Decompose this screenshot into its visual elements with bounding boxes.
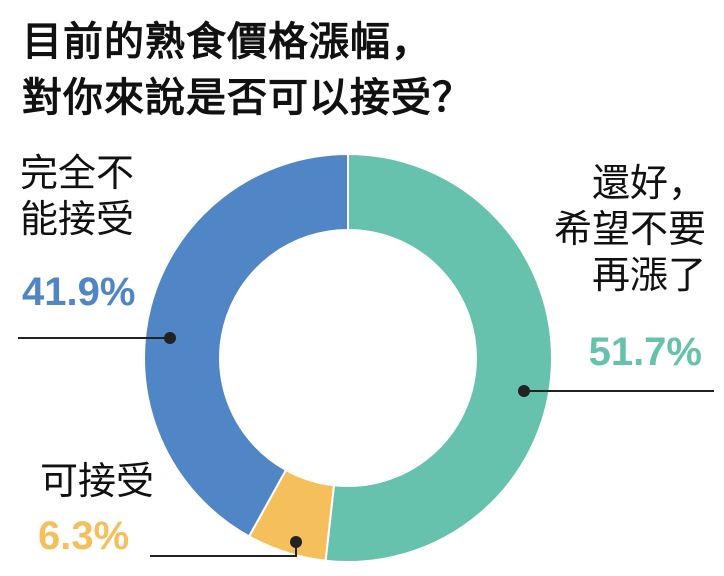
slice-ok [324,152,553,563]
label-slice-accept: 可接受 [40,458,154,504]
label-slice-ok-line-3: 再漲了 [591,253,706,297]
pct-slice-accept: 6.3% [38,514,130,558]
leader-dot-slice-reject [164,332,176,344]
label-slice-reject-line-1: 完全不 [20,151,135,195]
label-slice-ok: 還好， 希望不要 再漲了 [554,160,706,298]
title-line-2: 對你來說是否可以接受？ [22,75,473,121]
label-slice-accept-line-1: 可接受 [40,459,155,503]
pct-slice-reject: 41.9% [22,270,136,314]
chart-title: 目前的熟食價格漲幅， 對你來說是否可以接受？ [22,14,582,126]
pct-slice-ok: 51.7% [588,330,702,374]
label-slice-reject-line-2: 能接受 [20,197,135,241]
title-line-1: 目前的熟食價格漲幅， [22,19,432,65]
leader-dot-slice-ok [518,385,530,397]
label-slice-ok-line-1: 還好， [591,161,706,205]
label-slice-reject: 完全不 能接受 [20,150,134,242]
leader-dot-slice-accept [290,536,302,548]
label-slice-ok-line-2: 希望不要 [553,207,706,251]
slice-reject [143,152,349,538]
